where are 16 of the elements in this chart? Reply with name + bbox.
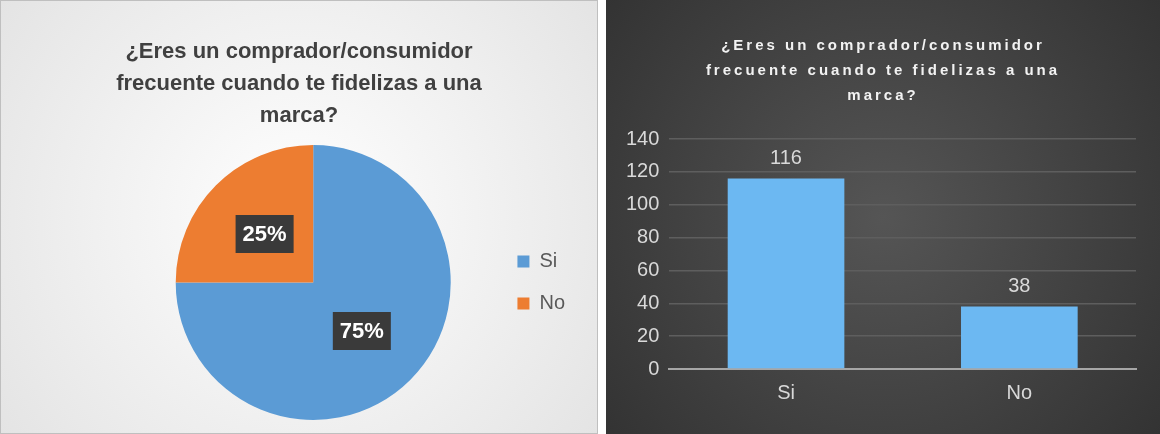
y-tick-label: 100 bbox=[625, 192, 660, 215]
y-tick-label: 140 bbox=[625, 126, 660, 149]
data-label: 25% bbox=[242, 220, 287, 246]
data-label: 75% bbox=[339, 318, 384, 344]
y-tick-label: 40 bbox=[637, 290, 660, 313]
y-tick-label: 120 bbox=[625, 159, 660, 182]
y-tick-label: 60 bbox=[637, 257, 660, 280]
chart-title: ¿Eres un comprador/consumidor frecuente cuando te fidelizas a una marca? bbox=[704, 35, 1062, 105]
y-tick-label: 20 bbox=[637, 323, 660, 346]
legend-label: Si bbox=[539, 249, 558, 272]
data-label: 38 bbox=[1008, 274, 1031, 297]
legend-label: No bbox=[539, 291, 566, 314]
data-label: 116 bbox=[770, 145, 802, 168]
y-tick-label: 80 bbox=[637, 225, 660, 248]
chart-title: ¿Eres un comprador/consumidor frecuente cuando te fidelizas a una marca? bbox=[115, 37, 483, 129]
y-tick-label: 0 bbox=[648, 356, 660, 379]
